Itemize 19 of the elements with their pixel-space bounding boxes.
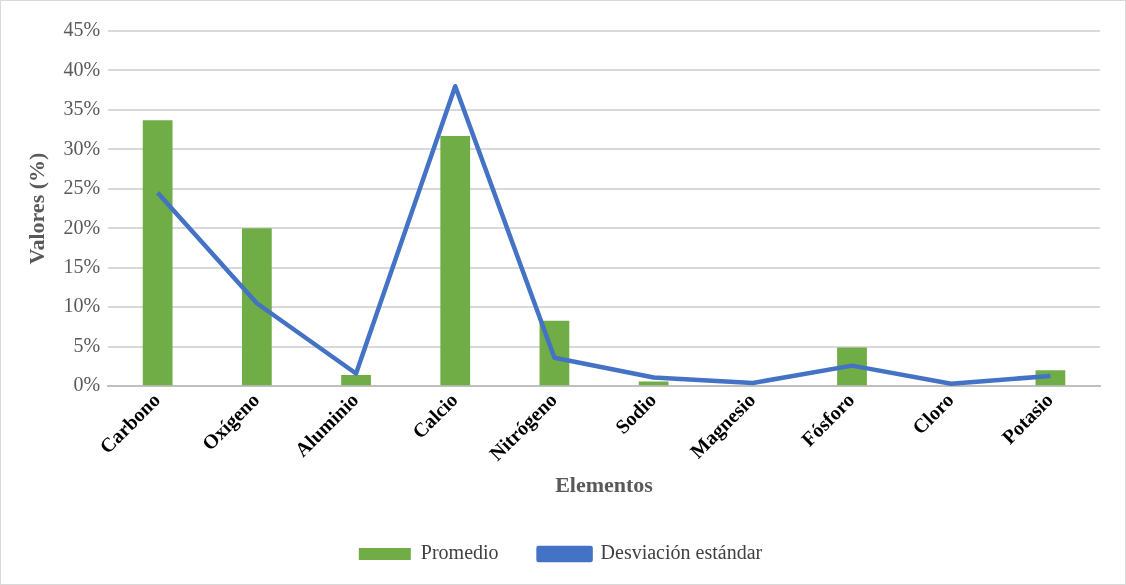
- y-tick-label: 20%: [63, 215, 101, 238]
- bar: [440, 135, 471, 386]
- y-tick-label: 25%: [63, 176, 101, 199]
- y-tick-label: 40%: [63, 57, 101, 80]
- y-tick-label: 10%: [63, 294, 101, 317]
- bar: [341, 375, 371, 386]
- y-tick-label: 45%: [63, 18, 101, 41]
- y-tick-label: 5%: [73, 333, 101, 356]
- legend-label: Promedio: [420, 541, 499, 564]
- bar: [142, 120, 173, 386]
- y-tick-label: 15%: [63, 255, 101, 278]
- x-axis-title: Elementos: [555, 472, 654, 498]
- y-axis-title: Valores (%): [23, 152, 49, 265]
- y-tick-label: 35%: [63, 97, 101, 120]
- legend-label: Desviación estándar: [600, 541, 763, 564]
- y-tick-label: 30%: [63, 136, 101, 159]
- bar: [638, 381, 669, 386]
- y-tick-label: 0%: [73, 373, 101, 396]
- bar: [241, 228, 272, 386]
